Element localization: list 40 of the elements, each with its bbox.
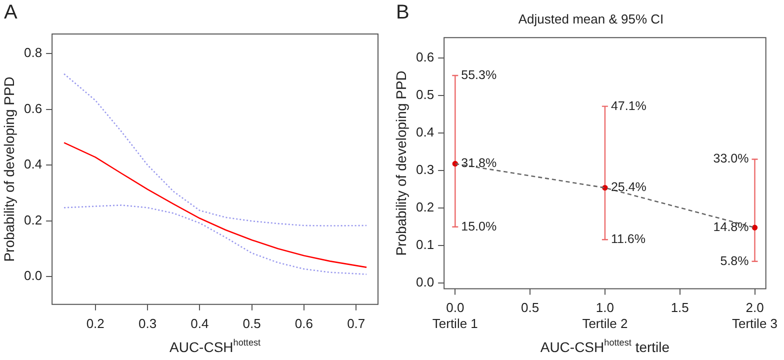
line-series [63, 73, 368, 226]
x-tick-label: 0.7 [347, 316, 366, 331]
x-tick-label: 0.3 [138, 316, 157, 331]
x-tick-label: 0.2 [86, 316, 104, 331]
y-axis-title: Probability of developing PPD [393, 70, 409, 256]
x-tick-label: 0.5 [242, 316, 261, 331]
x-tick-label: 1.5 [670, 300, 689, 316]
line-series [63, 204, 368, 275]
y-tick-label: 0.1 [416, 237, 434, 252]
annotation: 14.8% [713, 220, 749, 234]
point [752, 224, 758, 230]
y-tick-label: 0.5 [416, 87, 434, 102]
y-tick-label: 0.8 [24, 45, 42, 60]
x-tick-label: 0.0 Tertile 1 [432, 300, 478, 331]
annotation: 33.0% [713, 152, 749, 166]
chart-title: Adjusted mean & 95% CI [518, 11, 664, 26]
text: B [396, 2, 410, 24]
annotation: 55.3% [461, 68, 497, 82]
annotation: 11.6% [610, 232, 646, 246]
text: A [4, 2, 18, 24]
y-tick-label: 0.6 [24, 100, 42, 116]
y-tick-label: 0.0 [416, 274, 434, 290]
x-tick-label: 1.0 Tertile 2 [582, 300, 628, 331]
y-tick-label: 0.3 [416, 162, 434, 178]
y-tick-label: 0.2 [24, 212, 42, 228]
x-tick-label: 2.0 Tertile 3 [732, 300, 778, 331]
x-tick-label: 0.6 [294, 316, 313, 331]
annotation: 5.8% [720, 254, 749, 268]
x-tick-label: 0.4 [190, 316, 209, 331]
annotation: 25.4% [610, 180, 646, 194]
annotation: 15.0% [461, 219, 497, 234]
annotation: 31.8% [461, 156, 497, 170]
annotation: 47.1% [610, 98, 646, 113]
y-tick-label: 0.6 [416, 49, 434, 64]
y-axis-title: Probability of developing PPD [1, 76, 17, 262]
y-tick-label: 0.2 [416, 200, 434, 215]
y-tick-label: 0.4 [416, 124, 434, 140]
x-tick-label: 0.5 [521, 300, 540, 316]
y-tick-label: 0.4 [24, 156, 42, 172]
y-tick-label: 0.0 [24, 268, 42, 284]
